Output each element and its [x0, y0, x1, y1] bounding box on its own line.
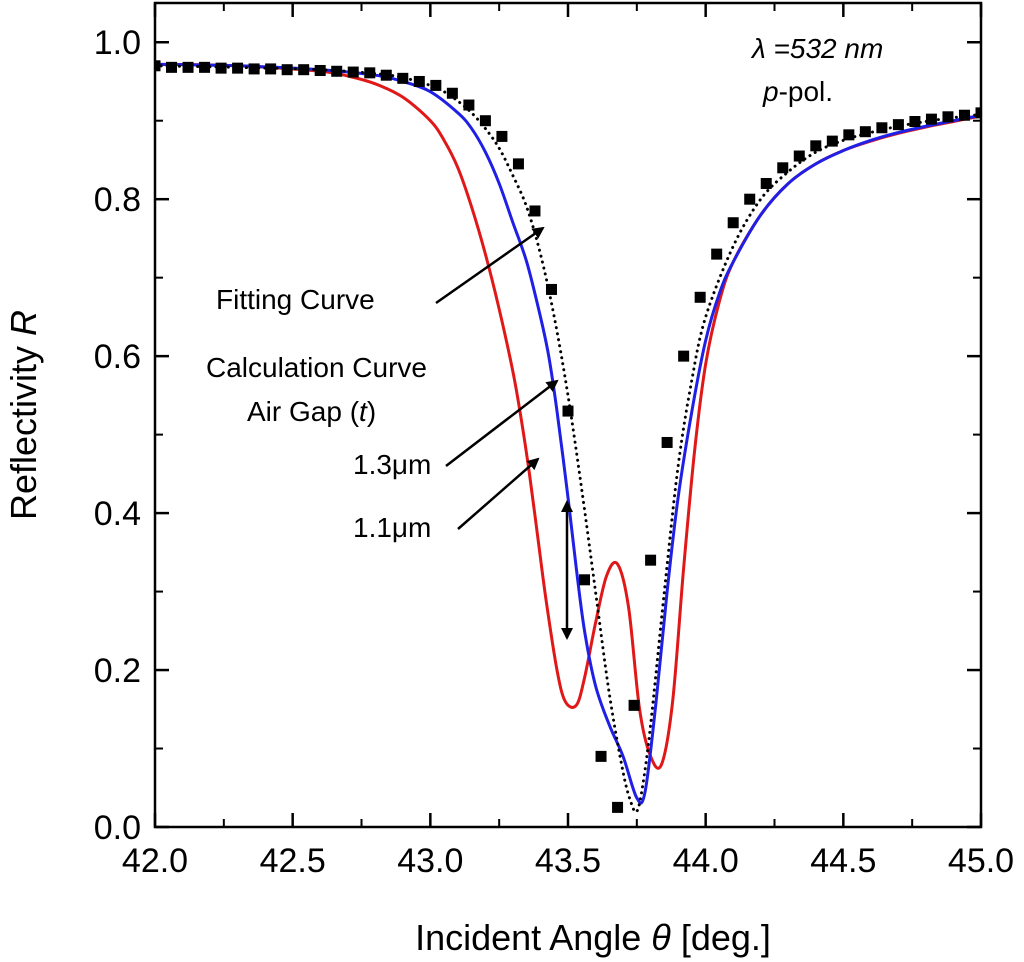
- measured-point: [215, 62, 227, 74]
- measured-point: [612, 801, 624, 813]
- y-tick-label: 0.2: [94, 652, 141, 690]
- measured-point: [678, 350, 690, 362]
- x-tick-label: 43.0: [397, 842, 463, 880]
- measured-point: [777, 162, 789, 174]
- measured-point: [512, 158, 524, 170]
- measured-point: [232, 62, 244, 74]
- x-tick-label: 44.0: [673, 842, 739, 880]
- measured-point: [694, 291, 706, 303]
- measured-point: [281, 64, 293, 76]
- measured-point: [760, 178, 772, 189]
- measured-point: [463, 99, 475, 111]
- calc-1-3um-arrow: [445, 379, 559, 467]
- measured-point: [711, 248, 723, 260]
- plot-frame: [153, 1, 983, 829]
- measured-point: [909, 116, 921, 127]
- measured-point: [727, 217, 739, 229]
- x-tick-label: 44.5: [810, 842, 876, 880]
- measured-point: [892, 119, 904, 131]
- measured-point: [529, 205, 541, 217]
- x-tick-label: 43.5: [535, 842, 601, 880]
- measured-point: [182, 61, 194, 73]
- measured-point: [826, 135, 838, 147]
- y-tick-label: 0.8: [94, 181, 141, 219]
- series-layer: [155, 60, 981, 814]
- gap-1-3um-label: 1.3μm: [353, 449, 431, 480]
- measured-point: [843, 129, 855, 141]
- measured-point: [265, 63, 277, 75]
- measured-point: [562, 405, 574, 417]
- measured-point: [364, 67, 376, 79]
- measured-point: [859, 126, 871, 138]
- y-axis-title: Reflectivity R: [3, 310, 44, 520]
- measured-point: [397, 72, 409, 84]
- y-tick-label: 0.4: [94, 495, 141, 533]
- measured-point: [496, 130, 508, 142]
- gap-1-1um-label: 1.1μm: [353, 512, 431, 543]
- measured-point: [166, 61, 178, 73]
- measured-point: [380, 69, 392, 81]
- measured-point: [579, 574, 591, 586]
- measured-point: [595, 750, 607, 762]
- fitting-curve-arrow: [435, 226, 545, 305]
- measured-point: [975, 107, 981, 119]
- measured-point: [661, 436, 673, 448]
- measured-point: [925, 113, 937, 125]
- measured-point: [942, 111, 954, 123]
- measured-point: [248, 63, 260, 75]
- series-line-1-3-m: [155, 62, 981, 805]
- measured-point: [347, 66, 359, 78]
- measured-point: [645, 554, 657, 566]
- measured-point: [958, 109, 970, 121]
- y-tick-label: 0.6: [94, 338, 141, 376]
- measured-point: [298, 64, 310, 76]
- series-line-fitting-curve: [155, 64, 981, 814]
- wavelength-label: λ =532 nm: [750, 33, 883, 64]
- measured-point: [314, 64, 326, 76]
- measured-point: [199, 61, 211, 73]
- measured-point: [155, 60, 161, 72]
- calc-1-1um-arrow: [457, 457, 540, 530]
- polarization-label: p-pol.: [762, 76, 833, 107]
- fitting-curve-label: Fitting Curve: [216, 284, 375, 315]
- air-gap-label: Air Gap (t): [247, 396, 376, 427]
- measured-point: [430, 79, 442, 91]
- x-tick-label: 45.0: [948, 842, 1014, 880]
- measured-point: [545, 283, 557, 295]
- y-tick-label: 0.0: [94, 809, 141, 847]
- x-tick-label: 42.0: [122, 842, 188, 880]
- measured-point: [744, 193, 756, 205]
- measured-point: [628, 699, 640, 711]
- measured-point: [793, 150, 805, 162]
- measured-point: [331, 65, 343, 77]
- measured-point: [479, 115, 491, 127]
- x-axis-title: Incident Angle θ [deg.]: [415, 917, 771, 958]
- tick-labels: 42.0 42.5 43.0 43.5 44.0 44.5 45.0 0.0 0.2 0.4 0.6…: [94, 24, 1014, 880]
- measured-point: [810, 140, 822, 152]
- measured-point: [446, 87, 458, 99]
- y-tick-label: 1.0: [94, 24, 141, 62]
- x-tick-label: 42.5: [260, 842, 326, 880]
- measured-point: [876, 122, 888, 134]
- calculation-curve-label: Calculation Curve: [206, 352, 427, 383]
- measured-point: [413, 75, 425, 87]
